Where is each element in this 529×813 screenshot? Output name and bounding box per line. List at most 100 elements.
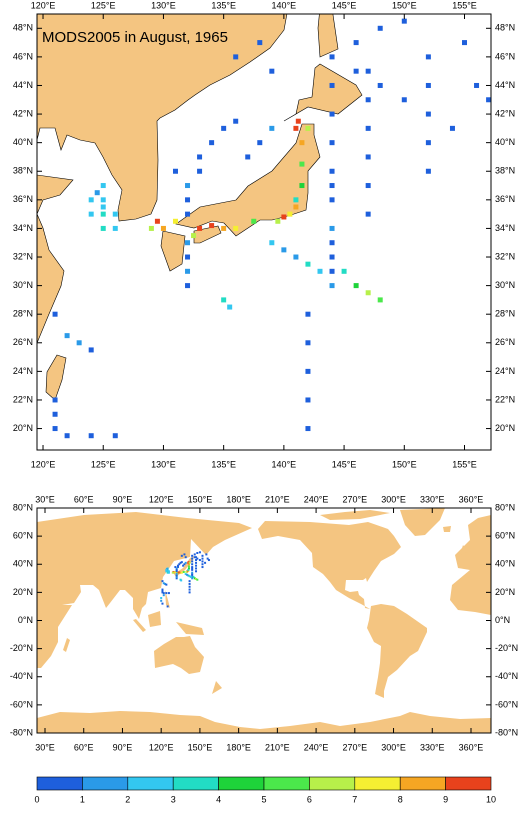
observation-cell bbox=[221, 125, 227, 131]
observation-cell bbox=[196, 557, 199, 560]
observation-cell bbox=[64, 333, 70, 339]
y-tick-label: 34°N bbox=[495, 223, 515, 233]
y-tick-label: 26°N bbox=[495, 337, 515, 347]
observation-cell bbox=[193, 556, 196, 559]
observation-cell bbox=[192, 575, 195, 578]
observation-cell bbox=[425, 82, 431, 88]
observation-cell bbox=[201, 560, 204, 563]
observation-cell bbox=[197, 154, 203, 160]
observation-cell bbox=[160, 597, 163, 599]
observation-cell bbox=[188, 588, 191, 591]
observation-cell bbox=[175, 567, 178, 570]
x-tick-label: 155°E bbox=[452, 459, 477, 469]
observation-cell bbox=[329, 197, 335, 203]
x-tick-label: 145°E bbox=[332, 0, 357, 10]
observation-cell bbox=[175, 574, 178, 577]
observation-cell bbox=[196, 578, 199, 581]
observation-cell bbox=[377, 25, 383, 31]
y-tick-label: 48°N bbox=[495, 23, 515, 33]
y-tick-label: 22°N bbox=[13, 394, 33, 404]
colorbar-label: 6 bbox=[307, 794, 312, 804]
observation-cell bbox=[365, 183, 371, 189]
observation-cell bbox=[305, 368, 311, 374]
observation-cell bbox=[197, 168, 203, 174]
x-tick-label: 270°E bbox=[343, 494, 368, 504]
colorbar-segment bbox=[354, 776, 401, 791]
colorbar-label: 1 bbox=[80, 794, 85, 804]
observation-cell bbox=[401, 18, 407, 24]
y-tick-label: -80°N bbox=[495, 727, 518, 737]
observation-cell bbox=[201, 557, 204, 560]
y-tick-label: 20°N bbox=[13, 587, 33, 597]
y-tick-label: -20°N bbox=[495, 643, 518, 653]
observation-cell bbox=[191, 233, 197, 239]
observation-cell bbox=[52, 411, 58, 417]
observation-cell bbox=[176, 566, 179, 569]
observation-cell bbox=[269, 68, 275, 74]
observation-cell bbox=[161, 588, 164, 591]
observation-cell bbox=[88, 211, 94, 217]
colorbar-label: 0 bbox=[34, 794, 39, 804]
y-tick-label: -20°N bbox=[10, 643, 33, 653]
observation-cell bbox=[205, 553, 208, 556]
x-tick-label: 125°E bbox=[91, 459, 116, 469]
colorbar-label: 5 bbox=[261, 794, 266, 804]
observation-cell bbox=[299, 183, 305, 189]
observation-cell bbox=[191, 554, 194, 557]
observation-cell bbox=[191, 575, 194, 578]
observation-cell bbox=[462, 40, 468, 46]
observation-cell bbox=[195, 564, 198, 567]
x-tick-label: 300°E bbox=[381, 742, 406, 752]
x-tick-label: 360°E bbox=[459, 494, 484, 504]
arctic-islands bbox=[320, 510, 390, 520]
observation-cell bbox=[185, 283, 191, 289]
y-tick-label: 32°N bbox=[13, 251, 33, 261]
colorbar-label: 3 bbox=[171, 794, 176, 804]
australia bbox=[154, 636, 204, 674]
north-america bbox=[258, 521, 401, 609]
observation-cell bbox=[206, 557, 209, 560]
y-tick-label: -40°N bbox=[10, 671, 33, 681]
x-tick-label: 155°E bbox=[452, 0, 477, 10]
observation-cell bbox=[196, 552, 199, 554]
observation-cell bbox=[353, 68, 359, 74]
observation-cell bbox=[191, 574, 194, 577]
observation-cell bbox=[449, 125, 455, 131]
observation-cell bbox=[65, 455, 70, 460]
observation-cell bbox=[425, 54, 431, 60]
observation-cell bbox=[165, 583, 168, 586]
observation-cell bbox=[425, 168, 431, 174]
y-tick-label: 80°N bbox=[495, 502, 515, 512]
x-tick-label: 240°E bbox=[304, 494, 329, 504]
y-tick-label: 30°N bbox=[495, 280, 515, 290]
observation-cell bbox=[201, 563, 204, 566]
observation-cell bbox=[167, 570, 170, 573]
observation-cell bbox=[305, 397, 311, 403]
observation-cell bbox=[164, 582, 167, 585]
south-america bbox=[367, 604, 427, 698]
observation-cell bbox=[175, 577, 178, 580]
observation-cell bbox=[195, 578, 198, 581]
observation-cell bbox=[185, 570, 188, 573]
observation-cell bbox=[180, 554, 183, 557]
y-tick-label: 46°N bbox=[495, 51, 515, 61]
britain bbox=[460, 545, 468, 555]
y-tick-label: 46°N bbox=[13, 51, 33, 61]
observation-cell bbox=[195, 567, 198, 570]
x-tick-label: 210°E bbox=[265, 494, 290, 504]
observation-cell bbox=[195, 561, 198, 564]
observation-cell bbox=[148, 225, 154, 231]
observation-cell bbox=[281, 247, 287, 253]
observation-cell bbox=[188, 585, 191, 588]
y-tick-label: -80°N bbox=[10, 727, 33, 737]
observation-cell bbox=[233, 118, 239, 124]
observation-cell bbox=[184, 556, 187, 559]
x-tick-label: 180°E bbox=[226, 742, 251, 752]
observation-cell bbox=[293, 254, 299, 260]
observation-cell bbox=[191, 566, 194, 569]
observation-cell bbox=[377, 297, 383, 303]
x-tick-label: 270°E bbox=[343, 742, 368, 752]
observation-cell bbox=[305, 125, 311, 131]
y-tick-label: 60°N bbox=[495, 531, 515, 541]
y-tick-label: -60°N bbox=[10, 699, 33, 709]
